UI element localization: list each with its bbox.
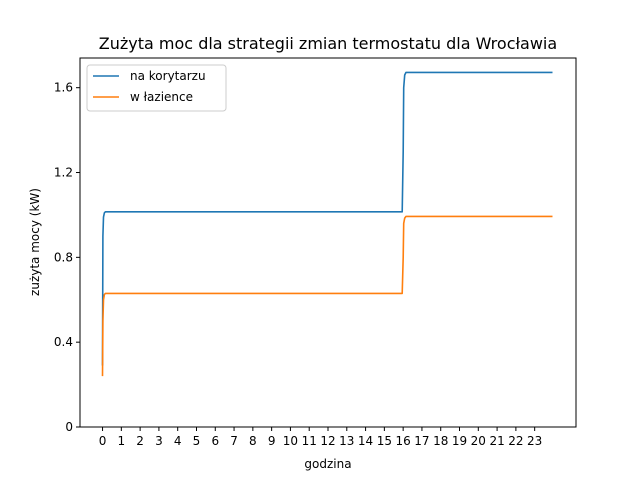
x-tick-label: 13 (339, 434, 354, 448)
x-tick-label: 21 (489, 434, 504, 448)
x-tick-label: 12 (320, 434, 335, 448)
y-tick-label: 1.6 (54, 81, 73, 95)
chart-title: Zużyta moc dla strategii zmian termostat… (99, 34, 557, 53)
legend-label-2: w łazience (130, 90, 193, 104)
x-tick-label: 14 (358, 434, 373, 448)
y-tick-label: 0.8 (54, 250, 73, 264)
y-tick-label: 0.4 (54, 335, 73, 349)
x-tick-label: 20 (471, 434, 486, 448)
x-tick-label: 9 (268, 434, 276, 448)
x-tick-label: 1 (118, 434, 126, 448)
x-tick-label: 6 (211, 434, 219, 448)
x-tick-label: 5 (193, 434, 201, 448)
x-tick-label: 23 (527, 434, 542, 448)
series-line-2 (101, 215, 553, 377)
y-axis-title: zużyta mocy (kW) (28, 188, 42, 296)
legend: na korytarzu w łazience (86, 64, 227, 112)
x-tick-label: 15 (377, 434, 392, 448)
y-tick-label: 0 (65, 420, 73, 434)
x-tick-label: 19 (452, 434, 467, 448)
series-line-1 (101, 71, 553, 366)
x-tick-label: 7 (230, 434, 238, 448)
x-tick-label: 8 (249, 434, 257, 448)
plot-lines (101, 71, 553, 377)
legend-box (86, 64, 227, 112)
x-tick-label: 10 (283, 434, 298, 448)
x-tick-label: 17 (414, 434, 429, 448)
x-tick-label: 16 (396, 434, 411, 448)
x-tick-label: 11 (302, 434, 317, 448)
x-axis-title: godzina (304, 457, 351, 471)
plot-frame (79, 57, 577, 428)
x-tick-label: 4 (174, 434, 182, 448)
x-tick-label: 18 (433, 434, 448, 448)
x-tick-label: 3 (155, 434, 163, 448)
x-tick-label: 2 (136, 434, 144, 448)
y-tick-label: 1.2 (54, 166, 73, 180)
x-axis-ticks: 0 1 2 3 4 5 6 7 8 9 10 11 12 13 14 15 16 17 18 19 20 21 22 23 (99, 427, 542, 448)
x-tick-label: 22 (508, 434, 523, 448)
y-axis-ticks: 0 0.4 0.8 1.2 1.6 (54, 81, 80, 434)
legend-label-1: na korytarzu (130, 69, 206, 83)
x-tick-label: 0 (99, 434, 107, 448)
